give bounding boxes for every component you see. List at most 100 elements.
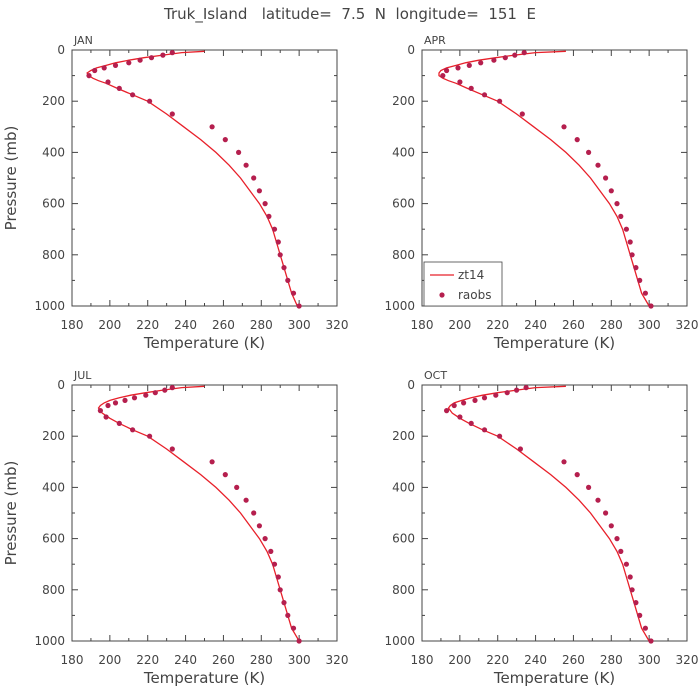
data-point-raobs (256, 523, 262, 529)
data-point-raobs (614, 536, 620, 542)
data-point-raobs (256, 188, 262, 194)
data-point-raobs (648, 303, 654, 309)
data-point-raobs (143, 392, 149, 398)
data-point-raobs (595, 497, 601, 503)
data-point-raobs (147, 433, 153, 439)
data-point-raobs (103, 414, 109, 420)
data-point-raobs (137, 57, 143, 63)
y-tick-label: 0 (407, 43, 415, 57)
x-tick-label: 200 (98, 653, 121, 667)
legend-label-raobs: raobs (458, 288, 492, 302)
data-point-raobs (478, 60, 484, 66)
legend-box (423, 261, 503, 307)
data-point-raobs (455, 65, 461, 71)
data-point-raobs (608, 188, 614, 194)
y-tick-label: 800 (42, 583, 65, 597)
data-point-raobs (497, 98, 503, 104)
data-point-raobs (491, 57, 497, 63)
x-tick-label: 180 (411, 653, 434, 667)
data-point-raobs (277, 587, 283, 593)
data-point-raobs (92, 67, 98, 74)
data-point-raobs (130, 92, 136, 98)
data-point-raobs (618, 213, 624, 219)
y-tick-label: 400 (392, 145, 415, 159)
data-point-raobs (523, 385, 529, 391)
data-point-raobs (457, 79, 463, 85)
data-point-raobs (466, 62, 472, 68)
data-point-raobs (642, 625, 649, 631)
data-point-raobs (86, 73, 92, 79)
y-tick-label: 400 (392, 480, 415, 494)
data-point-raobs (122, 397, 128, 403)
data-point-raobs (493, 392, 499, 398)
y-tick-label: 400 (42, 480, 65, 494)
data-point-raobs (595, 162, 601, 168)
x-tick-label: 300 (638, 318, 661, 332)
panel-oct: OCT 180 200 220 240 260 280 300 320 0 200 400 600 800… (384, 369, 698, 687)
x-tick-label: 180 (61, 318, 84, 332)
data-point-raobs (481, 395, 488, 401)
data-point-raobs (440, 73, 446, 79)
data-point-raobs (236, 149, 242, 155)
data-point-raobs (451, 402, 457, 409)
legend: zt14 raobs (423, 261, 503, 307)
data-point-raobs (629, 252, 635, 258)
x-tick-label: 260 (562, 318, 585, 332)
data-point-raobs (574, 137, 580, 143)
data-point-raobs (633, 265, 639, 271)
data-point-raobs (481, 92, 488, 98)
data-point-raobs (642, 290, 649, 296)
data-point-raobs (603, 510, 609, 516)
y-tick-label: 400 (42, 145, 65, 159)
x-tick-label: 180 (61, 653, 84, 667)
plot-frame (421, 384, 688, 642)
data-point-raobs (116, 85, 122, 91)
data-point-raobs (648, 638, 654, 644)
y-tick-label: 200 (42, 94, 65, 108)
x-axis-label: Temperature (K) (143, 334, 265, 352)
x-tick-label: 200 (448, 653, 471, 667)
panel-jan: JAN 180 200 220 240 260 280 300 320 0 200 400 600 800… (2, 34, 348, 352)
panel-jul: JUL 180 200 220 240 260 280 300 320 0 200 400 600 800… (2, 369, 348, 687)
data-point-raobs (561, 124, 567, 130)
data-point-raobs (148, 55, 155, 61)
data-point-raobs (472, 397, 478, 403)
x-axis-label: Temperature (K) (493, 334, 615, 352)
y-tick-label: 800 (392, 248, 415, 262)
series-line-zt14 (97, 385, 300, 642)
data-point-raobs (169, 446, 175, 452)
data-point-raobs (147, 98, 153, 104)
data-point-raobs (623, 226, 630, 232)
y-tick-label: 600 (42, 197, 65, 211)
x-tick-label: 320 (326, 653, 349, 667)
y-tick-label: 200 (392, 94, 415, 108)
y-tick-label: 600 (392, 532, 415, 546)
data-point-raobs (627, 239, 633, 245)
data-point-raobs (603, 175, 609, 181)
data-point-raobs (266, 213, 272, 219)
data-point-raobs (285, 277, 291, 283)
x-tick-label: 320 (676, 653, 699, 667)
plot-frame (71, 49, 338, 307)
panel-label: JAN (73, 34, 93, 47)
data-point-raobs (296, 303, 302, 309)
x-tick-label: 240 (524, 653, 547, 667)
x-tick-label: 180 (411, 318, 434, 332)
y-tick-label: 1000 (34, 299, 65, 313)
y-tick-label: 0 (57, 378, 65, 392)
x-tick-label: 300 (288, 318, 311, 332)
data-point-raobs (586, 484, 592, 490)
x-tick-label: 220 (136, 318, 159, 332)
data-point-raobs (574, 472, 580, 478)
data-point-raobs (169, 385, 175, 391)
y-tick-label: 0 (407, 378, 415, 392)
x-tick-label: 260 (212, 318, 235, 332)
data-point-raobs (271, 561, 278, 567)
data-point-raobs (512, 52, 518, 58)
data-point-raobs (243, 497, 249, 503)
data-point-raobs (481, 427, 488, 433)
data-point-raobs (160, 52, 166, 58)
data-point-raobs (112, 400, 119, 406)
y-tick-label: 1000 (34, 634, 65, 648)
data-point-raobs (126, 60, 132, 66)
